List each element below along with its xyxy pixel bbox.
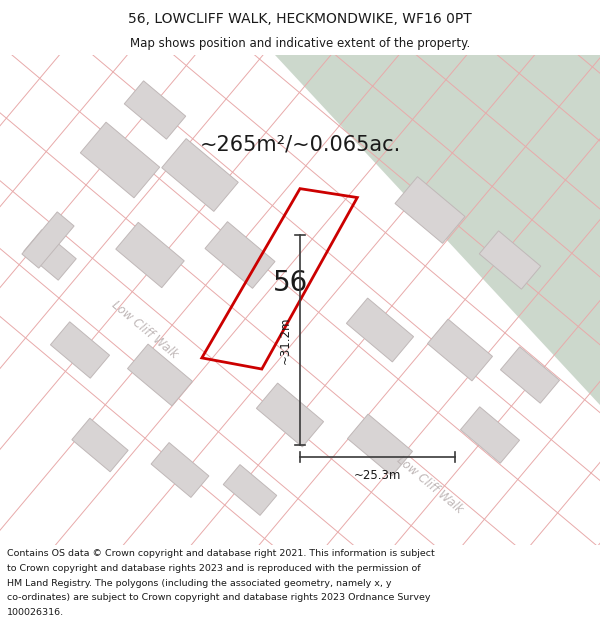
Polygon shape [460,407,520,463]
Polygon shape [128,344,193,406]
Polygon shape [124,81,186,139]
Polygon shape [72,418,128,472]
Text: Contains OS data © Crown copyright and database right 2021. This information is : Contains OS data © Crown copyright and d… [7,549,435,558]
Text: ~31.2m: ~31.2m [279,316,292,364]
Text: 100026316.: 100026316. [7,608,64,618]
Polygon shape [50,322,110,378]
Polygon shape [395,177,465,243]
Polygon shape [346,298,413,362]
Polygon shape [223,464,277,516]
Polygon shape [428,319,493,381]
Text: 56, LOWCLIFF WALK, HECKMONDWIKE, WF16 0PT: 56, LOWCLIFF WALK, HECKMONDWIKE, WF16 0P… [128,12,472,26]
Text: Map shows position and indicative extent of the property.: Map shows position and indicative extent… [130,38,470,51]
Polygon shape [22,212,74,268]
Polygon shape [479,231,541,289]
Polygon shape [24,230,76,280]
Polygon shape [116,222,184,288]
Polygon shape [151,442,209,498]
Text: ~265m²/~0.065ac.: ~265m²/~0.065ac. [199,135,401,155]
Text: Low Cliff Walk: Low Cliff Walk [109,299,181,361]
Polygon shape [256,383,323,447]
Polygon shape [275,55,600,405]
Polygon shape [500,347,560,403]
Text: ~25.3m: ~25.3m [354,469,401,482]
Text: HM Land Registry. The polygons (including the associated geometry, namely x, y: HM Land Registry. The polygons (includin… [7,579,392,587]
Text: to Crown copyright and database rights 2023 and is reproduced with the permissio: to Crown copyright and database rights 2… [7,564,421,572]
Polygon shape [347,414,412,476]
Text: Low Cliff Walk: Low Cliff Walk [394,454,466,516]
Polygon shape [205,222,275,288]
Text: co-ordinates) are subject to Crown copyright and database rights 2023 Ordnance S: co-ordinates) are subject to Crown copyr… [7,593,431,602]
Polygon shape [162,139,238,211]
Text: 56: 56 [272,269,308,298]
Polygon shape [80,122,160,198]
